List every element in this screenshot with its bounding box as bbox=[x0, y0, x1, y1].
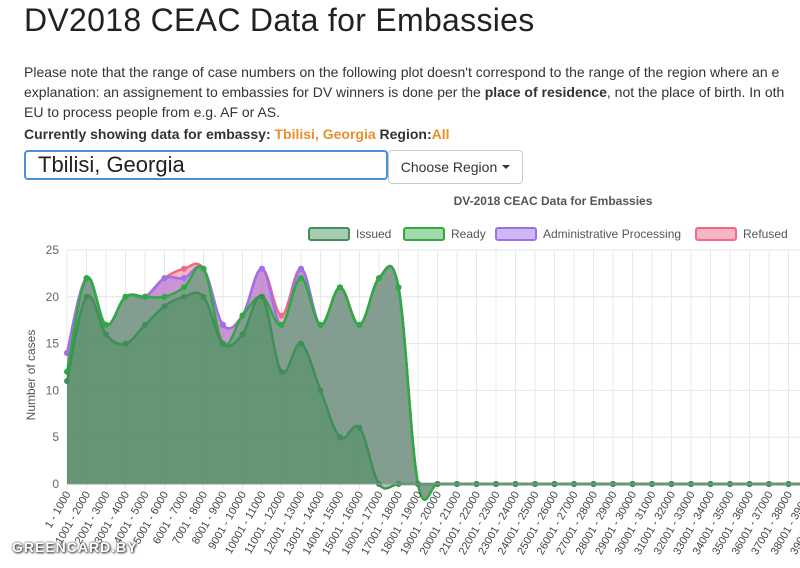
data-point-ready bbox=[200, 265, 207, 272]
data-point-admin bbox=[64, 350, 70, 356]
data-point-ready bbox=[298, 275, 304, 282]
data-point-admin bbox=[220, 321, 226, 328]
choose-region-button[interactable]: Choose Region bbox=[388, 150, 523, 184]
data-point-issued bbox=[181, 293, 187, 300]
embassy-value: Tbilisi, Georgia bbox=[274, 126, 376, 142]
y-tick-label: 5 bbox=[52, 430, 59, 444]
data-point-issued bbox=[64, 378, 70, 384]
region-value: All bbox=[431, 126, 450, 142]
chart-title: DV-2018 CEAC Data for Embassies bbox=[454, 194, 653, 208]
data-point-issued bbox=[122, 340, 129, 347]
data-point-ready bbox=[239, 312, 246, 319]
data-point-issued bbox=[83, 293, 90, 300]
data-point-issued bbox=[298, 340, 304, 347]
y-tick-label: 25 bbox=[46, 243, 60, 257]
data-point-issued bbox=[317, 387, 324, 394]
data-point-admin bbox=[259, 265, 265, 272]
data-point-issued bbox=[200, 293, 207, 300]
series-area-issued bbox=[67, 292, 800, 489]
note-line-2: explanation: an assignement to embassies… bbox=[24, 82, 800, 102]
note-text: , not the place of birth. In oth bbox=[606, 84, 785, 100]
legend-label: Issued bbox=[356, 227, 391, 241]
note-bold: place of residence bbox=[484, 84, 607, 100]
data-point-issued bbox=[278, 368, 285, 375]
showing-label: Currently showing data for embassy: bbox=[24, 126, 275, 142]
y-tick-label: 15 bbox=[46, 337, 60, 351]
data-point-ready bbox=[376, 275, 382, 282]
data-point-ready bbox=[103, 321, 109, 328]
data-point-issued bbox=[239, 331, 246, 338]
caret-down-icon bbox=[502, 165, 511, 169]
data-point-ready bbox=[337, 284, 343, 291]
explanation-note: Please note that the range of case numbe… bbox=[24, 62, 800, 122]
y-tick-label: 0 bbox=[52, 477, 59, 491]
watermark: GREENCARD.BY bbox=[12, 539, 138, 555]
data-point-ready bbox=[395, 284, 402, 291]
series-area-admin bbox=[67, 266, 800, 500]
series-area-ready bbox=[67, 266, 800, 500]
legend-swatch bbox=[495, 227, 537, 241]
data-point-refused bbox=[278, 312, 285, 319]
data-point-ready bbox=[356, 321, 363, 328]
legend-swatch bbox=[695, 227, 737, 241]
legend-label: Ready bbox=[451, 227, 486, 241]
data-point-issued bbox=[103, 331, 109, 338]
legend-label: Refused bbox=[743, 227, 788, 241]
current-selection: Currently showing data for embassy: Tbil… bbox=[24, 126, 450, 142]
note-line-1: Please note that the range of case numbe… bbox=[24, 64, 780, 80]
y-axis-label: Number of cases bbox=[24, 330, 38, 421]
legend-label: Administrative Processing bbox=[543, 227, 681, 241]
data-point-ready bbox=[181, 284, 187, 291]
region-label: Region: bbox=[379, 126, 432, 142]
data-point-ready bbox=[142, 293, 148, 300]
data-point-issued bbox=[220, 340, 226, 347]
data-point-ready bbox=[278, 321, 285, 328]
page-title: DV2018 CEAC Data for Embassies bbox=[24, 2, 535, 38]
data-point-issued bbox=[337, 434, 343, 441]
note-line-3: EU to process people from e.g. AF or AS. bbox=[24, 104, 281, 120]
data-point-ready bbox=[122, 293, 129, 300]
data-point-admin bbox=[298, 265, 304, 272]
legend-swatch bbox=[308, 227, 350, 241]
legend-swatch bbox=[403, 227, 445, 241]
data-point-admin bbox=[161, 275, 168, 282]
data-point-issued bbox=[356, 424, 363, 431]
y-tick-label: 20 bbox=[46, 290, 60, 304]
data-point-issued bbox=[161, 303, 168, 310]
data-point-issued bbox=[142, 321, 148, 328]
y-tick-label: 10 bbox=[46, 383, 60, 397]
embassy-search-input[interactable]: Tbilisi, Georgia bbox=[24, 150, 388, 180]
data-point-issued bbox=[259, 293, 265, 300]
data-point-ready bbox=[161, 293, 168, 300]
data-point-ready bbox=[83, 275, 90, 282]
data-point-admin bbox=[181, 275, 187, 282]
choose-region-label: Choose Region bbox=[400, 159, 498, 175]
data-point-refused bbox=[181, 265, 187, 272]
data-point-ready bbox=[317, 321, 324, 328]
note-text: explanation: an assignement to embassies… bbox=[24, 84, 485, 100]
